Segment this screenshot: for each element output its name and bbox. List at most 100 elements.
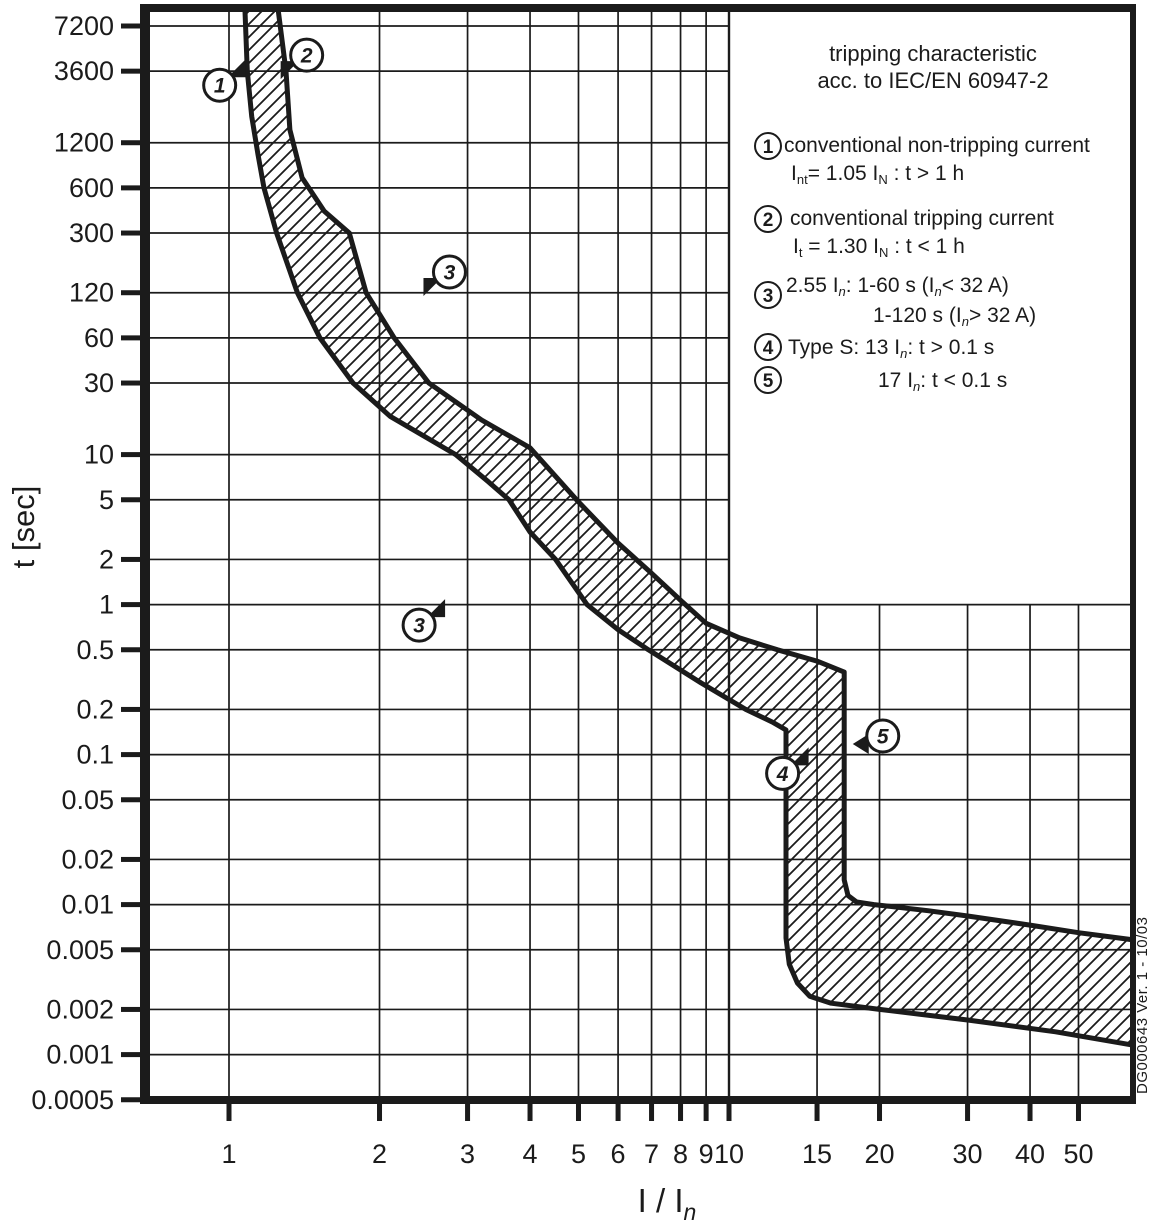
border-top xyxy=(140,4,1136,12)
marker-number: 3 xyxy=(413,615,425,638)
border-right xyxy=(1130,4,1136,1104)
y-tick-300 xyxy=(121,230,140,236)
x-tick-label-20: 20 xyxy=(864,1139,894,1169)
y-tick-600 xyxy=(121,185,140,191)
y-tick-0.01 xyxy=(121,902,140,908)
marker-flag-icon xyxy=(852,734,869,755)
band-upper-curve xyxy=(275,11,1130,942)
x-tick-label-30: 30 xyxy=(953,1139,983,1169)
y-tick-0.0005 xyxy=(121,1097,140,1103)
y-tick-label-120: 120 xyxy=(69,278,114,308)
y-tick-label-5: 5 xyxy=(99,485,114,515)
x-tick-5 xyxy=(575,1104,581,1121)
x-tick-20 xyxy=(877,1104,883,1121)
y-tick-label-7200: 7200 xyxy=(54,11,114,41)
x-tick-label-9: 9 xyxy=(699,1139,714,1169)
y-tick-1200 xyxy=(121,140,140,146)
x-tick-label-3: 3 xyxy=(460,1139,475,1169)
y-tick-label-0.2: 0.2 xyxy=(76,694,114,724)
marker-3-2: 3 xyxy=(423,254,467,296)
y-tick-label-1200: 1200 xyxy=(54,128,114,158)
marker-2-1: 2 xyxy=(280,37,325,80)
x-tick-label-6: 6 xyxy=(611,1139,626,1169)
y-tick-2 xyxy=(121,556,140,562)
border-left xyxy=(140,4,150,1104)
y-tick-7200 xyxy=(121,23,140,29)
y-tick-0.001 xyxy=(121,1052,140,1058)
x-tick-15 xyxy=(814,1104,820,1121)
marker-number: 3 xyxy=(444,261,456,284)
x-tick-label-50: 50 xyxy=(1063,1139,1093,1169)
x-tick-label-10: 10 xyxy=(714,1139,744,1169)
border-bottom xyxy=(140,1096,1136,1104)
y-tick-30 xyxy=(121,380,140,386)
y-axis-label: t [sec] xyxy=(6,486,41,569)
marker-1-0: 1 xyxy=(202,59,246,103)
y-tick-label-0.005: 0.005 xyxy=(46,935,114,965)
y-tick-0.1 xyxy=(121,752,140,758)
y-tick-0.05 xyxy=(121,797,140,803)
y-tick-label-0.002: 0.002 xyxy=(46,994,114,1024)
marker-number: 1 xyxy=(214,75,226,98)
band-fill xyxy=(244,11,1130,1045)
y-tick-label-30: 30 xyxy=(84,368,114,398)
x-tick-10 xyxy=(726,1104,732,1121)
x-tick-label-15: 15 xyxy=(802,1139,832,1169)
y-tick-120 xyxy=(121,290,140,296)
marker-flag-icon xyxy=(427,599,446,618)
x-tick-label-5: 5 xyxy=(571,1139,586,1169)
marker-circle-2 xyxy=(289,37,325,73)
y-tick-0.5 xyxy=(121,647,140,653)
tripping-band xyxy=(242,11,1130,1048)
y-tick-label-0.1: 0.1 xyxy=(76,740,114,770)
marker-circle-5 xyxy=(865,718,901,754)
y-tick-label-0.5: 0.5 xyxy=(76,635,114,665)
axes: 7200360012006003001206030105210.50.20.10… xyxy=(31,11,1093,1169)
y-tick-label-0.0005: 0.0005 xyxy=(31,1085,114,1115)
grid xyxy=(150,11,1130,1096)
y-tick-label-0.05: 0.05 xyxy=(61,785,114,815)
marker-3-3: 3 xyxy=(401,599,446,643)
x-tick-4 xyxy=(527,1104,533,1121)
y-tick-label-1: 1 xyxy=(99,590,114,620)
x-tick-50 xyxy=(1075,1104,1081,1121)
x-tick-7 xyxy=(649,1104,655,1121)
x-tick-label-7: 7 xyxy=(644,1139,659,1169)
y-tick-0.002 xyxy=(121,1006,140,1012)
y-tick-1 xyxy=(121,602,140,608)
y-tick-label-0.01: 0.01 xyxy=(61,890,114,920)
x-tick-2 xyxy=(377,1104,383,1121)
y-tick-label-0.02: 0.02 xyxy=(61,844,114,874)
y-tick-0.2 xyxy=(121,706,140,712)
y-tick-0.005 xyxy=(121,947,140,953)
y-tick-60 xyxy=(121,335,140,341)
plot-border xyxy=(140,4,1136,1104)
band-lower-curve xyxy=(242,11,1130,1048)
marker-5-5: 5 xyxy=(852,718,901,755)
marker-circle-3 xyxy=(431,254,467,290)
marker-circle-4 xyxy=(765,755,801,791)
marker-number: 2 xyxy=(300,45,313,68)
marker-flag-icon xyxy=(227,59,246,78)
y-tick-label-0.001: 0.001 xyxy=(46,1040,114,1070)
y-tick-label-10: 10 xyxy=(84,440,114,470)
marker-4-4: 4 xyxy=(765,747,809,791)
x-tick-6 xyxy=(615,1104,621,1121)
y-tick-label-60: 60 xyxy=(84,323,114,353)
x-axis-label: I / In xyxy=(638,1182,697,1223)
y-tick-label-2: 2 xyxy=(99,544,114,574)
x-tick-1 xyxy=(226,1104,232,1121)
y-tick-label-600: 600 xyxy=(69,173,114,203)
marker-circle-1 xyxy=(202,67,238,103)
x-tick-label-1: 1 xyxy=(221,1139,236,1169)
x-tick-3 xyxy=(465,1104,471,1121)
x-tick-30 xyxy=(965,1104,971,1121)
x-tick-8 xyxy=(678,1104,684,1121)
marker-number: 4 xyxy=(776,763,789,786)
y-tick-label-3600: 3600 xyxy=(54,56,114,86)
marker-circle-3 xyxy=(401,607,437,643)
x-tick-40 xyxy=(1027,1104,1033,1121)
x-tick-label-2: 2 xyxy=(372,1139,387,1169)
